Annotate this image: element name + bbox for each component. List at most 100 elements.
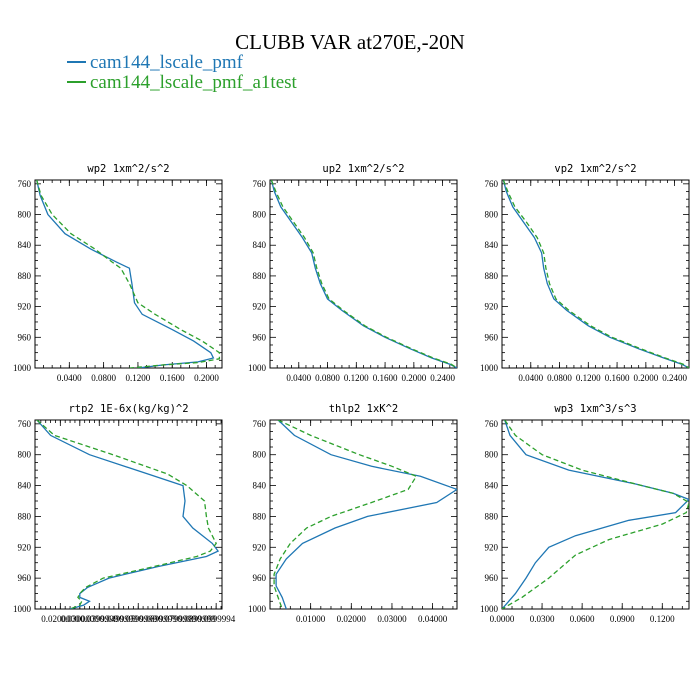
y-tick-label: 1000 <box>13 363 32 373</box>
series-line-2 <box>502 180 689 368</box>
series-line-1 <box>502 180 689 368</box>
y-tick-label: 920 <box>485 542 499 552</box>
x-tick-label: 0.0699999 <box>139 614 178 624</box>
y-tick-label: 880 <box>253 271 267 281</box>
x-tick-label: 0.03000 <box>377 614 407 624</box>
y-tick-label: 1000 <box>480 363 499 373</box>
y-tick-label: 1000 <box>13 604 32 614</box>
x-tick-label: 0.0400 <box>518 373 543 383</box>
series-line-1 <box>270 180 457 368</box>
x-tick-label: 0.0499999 <box>100 614 139 624</box>
series-line-1 <box>36 180 215 368</box>
x-tick-label: 0.2400 <box>662 373 687 383</box>
y-tick-label: 800 <box>485 210 499 220</box>
x-tick-label: 0.1600 <box>373 373 398 383</box>
series-line-2 <box>36 180 221 368</box>
x-tick-label: 0.0399999 <box>80 614 119 624</box>
x-tick-label: 0.0800 <box>315 373 340 383</box>
y-tick-label: 960 <box>485 573 499 583</box>
subplot-frame <box>501 179 690 369</box>
subplot-6: wp3 1xm^3/s^3 760 800 840 880 920 960 10000.000… <box>480 403 690 624</box>
series-line-2 <box>36 420 217 609</box>
y-tick-label: 960 <box>253 573 267 583</box>
y-tick-label: 760 <box>253 179 267 189</box>
y-tick-label: 880 <box>18 511 32 521</box>
y-tick-label: 1000 <box>480 604 499 614</box>
subplot-title: rtp2 1E-6x(kg/kg)^2 <box>68 403 188 415</box>
chart-title: CLUBB VAR at270E,-20N <box>235 30 465 54</box>
y-tick-label: 960 <box>18 573 32 583</box>
subplot-frame <box>501 419 690 610</box>
y-tick-label: 800 <box>253 210 267 220</box>
y-tick-label: 880 <box>18 271 32 281</box>
y-tick-label: 800 <box>18 450 32 460</box>
y-tick-label: 760 <box>18 179 32 189</box>
y-tick-label: 960 <box>253 332 267 342</box>
subplot-frame <box>34 179 223 369</box>
y-tick-label: 800 <box>485 450 499 460</box>
x-tick-label: 0.0900 <box>610 614 635 624</box>
y-tick-label: 760 <box>18 419 32 429</box>
series-line-2 <box>273 420 418 609</box>
subplot-frame <box>269 419 458 610</box>
x-tick-label: 0.1600 <box>605 373 630 383</box>
y-tick-label: 920 <box>18 542 32 552</box>
series-line-2 <box>270 180 457 368</box>
x-tick-label: 0.2400 <box>430 373 455 383</box>
legend-label-2: cam144_lscale_pmf_a1test <box>90 72 298 93</box>
subplot-3: vp2 1xm^2/s^2 760 800 840 880 920 960 1000 0.040… <box>480 163 690 383</box>
x-tick-label: 0.0200000 <box>41 614 80 624</box>
x-tick-label: 0.02000 <box>337 614 367 624</box>
x-tick-label: 0.0600 <box>570 614 595 624</box>
x-tick-label: 0.2000 <box>194 373 219 383</box>
subplot-title: wp2 1xm^2/s^2 <box>87 163 169 175</box>
y-tick-label: 960 <box>485 332 499 342</box>
x-tick-label: 0.0800 <box>91 373 116 383</box>
y-tick-label: 840 <box>253 240 267 250</box>
subplot-2: up2 1xm^2/s^2 760 800 840 880 920 960 1000 0.040… <box>248 163 458 383</box>
y-tick-label: 920 <box>253 302 267 312</box>
x-tick-label: 0.0300000 <box>61 614 100 624</box>
series-line-1 <box>502 420 689 609</box>
x-tick-label: 0.1200 <box>344 373 369 383</box>
y-tick-label: 960 <box>18 332 32 342</box>
y-tick-label: 800 <box>253 450 267 460</box>
x-tick-label: 0.0400 <box>57 373 82 383</box>
y-tick-label: 920 <box>253 542 267 552</box>
y-tick-label: 920 <box>485 302 499 312</box>
subplot-frame <box>34 419 223 610</box>
y-tick-label: 800 <box>18 210 32 220</box>
y-tick-label: 760 <box>485 179 499 189</box>
series-line-1 <box>275 420 457 609</box>
x-tick-label: 0.0300 <box>530 614 555 624</box>
series-line-1 <box>36 420 220 609</box>
subplot-title: wp3 1xm^3/s^3 <box>554 403 636 415</box>
y-tick-label: 760 <box>253 419 267 429</box>
x-tick-label: 0.0899999 <box>178 614 217 624</box>
subplot-title: up2 1xm^2/s^2 <box>322 163 404 175</box>
y-tick-label: 1000 <box>248 363 267 373</box>
subplot-1: wp2 1xm^2/s^2 760 800 840 880 920 960 1000 0.040… <box>13 163 223 383</box>
x-tick-label: 0.1600 <box>160 373 185 383</box>
y-tick-label: 840 <box>18 481 32 491</box>
subplot-title: thlp2 1xK^2 <box>329 403 399 415</box>
x-tick-label: 0.0599999 <box>119 614 158 624</box>
y-tick-label: 920 <box>18 302 32 312</box>
y-tick-label: 760 <box>485 419 499 429</box>
subplot-frame <box>269 179 458 369</box>
y-tick-label: 880 <box>485 511 499 521</box>
x-tick-label: 0.0000 <box>490 614 515 624</box>
legend: cam144_lscale_pmf cam144_lscale_pmf_a1te… <box>67 52 298 93</box>
y-tick-label: 840 <box>253 481 267 491</box>
subplot-title: vp2 1xm^2/s^2 <box>554 163 636 175</box>
x-tick-label: 0.1200 <box>126 373 151 383</box>
x-tick-label: 0.0799999 <box>158 614 197 624</box>
x-tick-label: 0.1200 <box>576 373 601 383</box>
y-tick-label: 880 <box>253 511 267 521</box>
y-tick-label: 880 <box>485 271 499 281</box>
y-tick-label: 840 <box>485 240 499 250</box>
x-tick-label: 0.04000 <box>418 614 448 624</box>
x-tick-label: 0.01000 <box>296 614 326 624</box>
subplot-5: thlp2 1xK^2 760 800 840 880 920 960 1000 0.01000… <box>248 403 458 624</box>
